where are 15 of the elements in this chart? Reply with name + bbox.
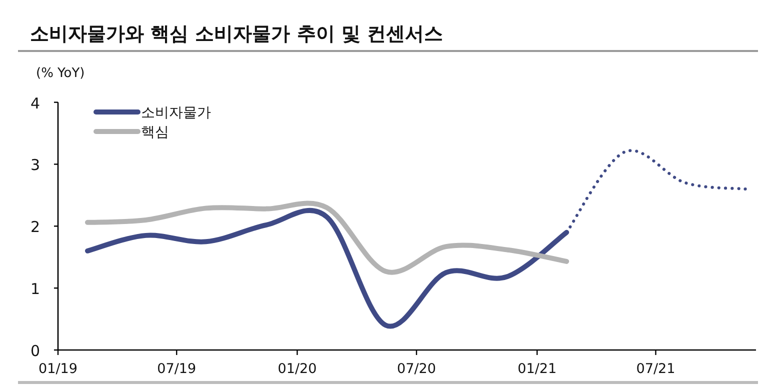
x-tick-label: 07/21 (636, 361, 676, 377)
y-tick-label: 2 (30, 218, 40, 236)
y-axis-title: (% YoY) (36, 66, 85, 81)
legend-label: 핵심 (141, 124, 169, 140)
x-tick-label: 07/20 (397, 361, 436, 377)
x-tick-label: 07/19 (157, 361, 196, 377)
x-tick-label: 01/20 (278, 361, 317, 377)
x-tick-label: 01/19 (38, 361, 78, 377)
legend-label: 소비자물가 (141, 105, 211, 121)
y-tick-label: 3 (30, 156, 40, 174)
y-tick-label: 4 (30, 94, 40, 112)
chart-title: 소비자물가와 핵심 소비자물가 추이 및 컨센서스 (30, 23, 444, 45)
x-tick-label: 01/21 (518, 361, 557, 377)
y-tick-label: 1 (30, 280, 40, 298)
y-tick-label: 0 (30, 342, 40, 360)
